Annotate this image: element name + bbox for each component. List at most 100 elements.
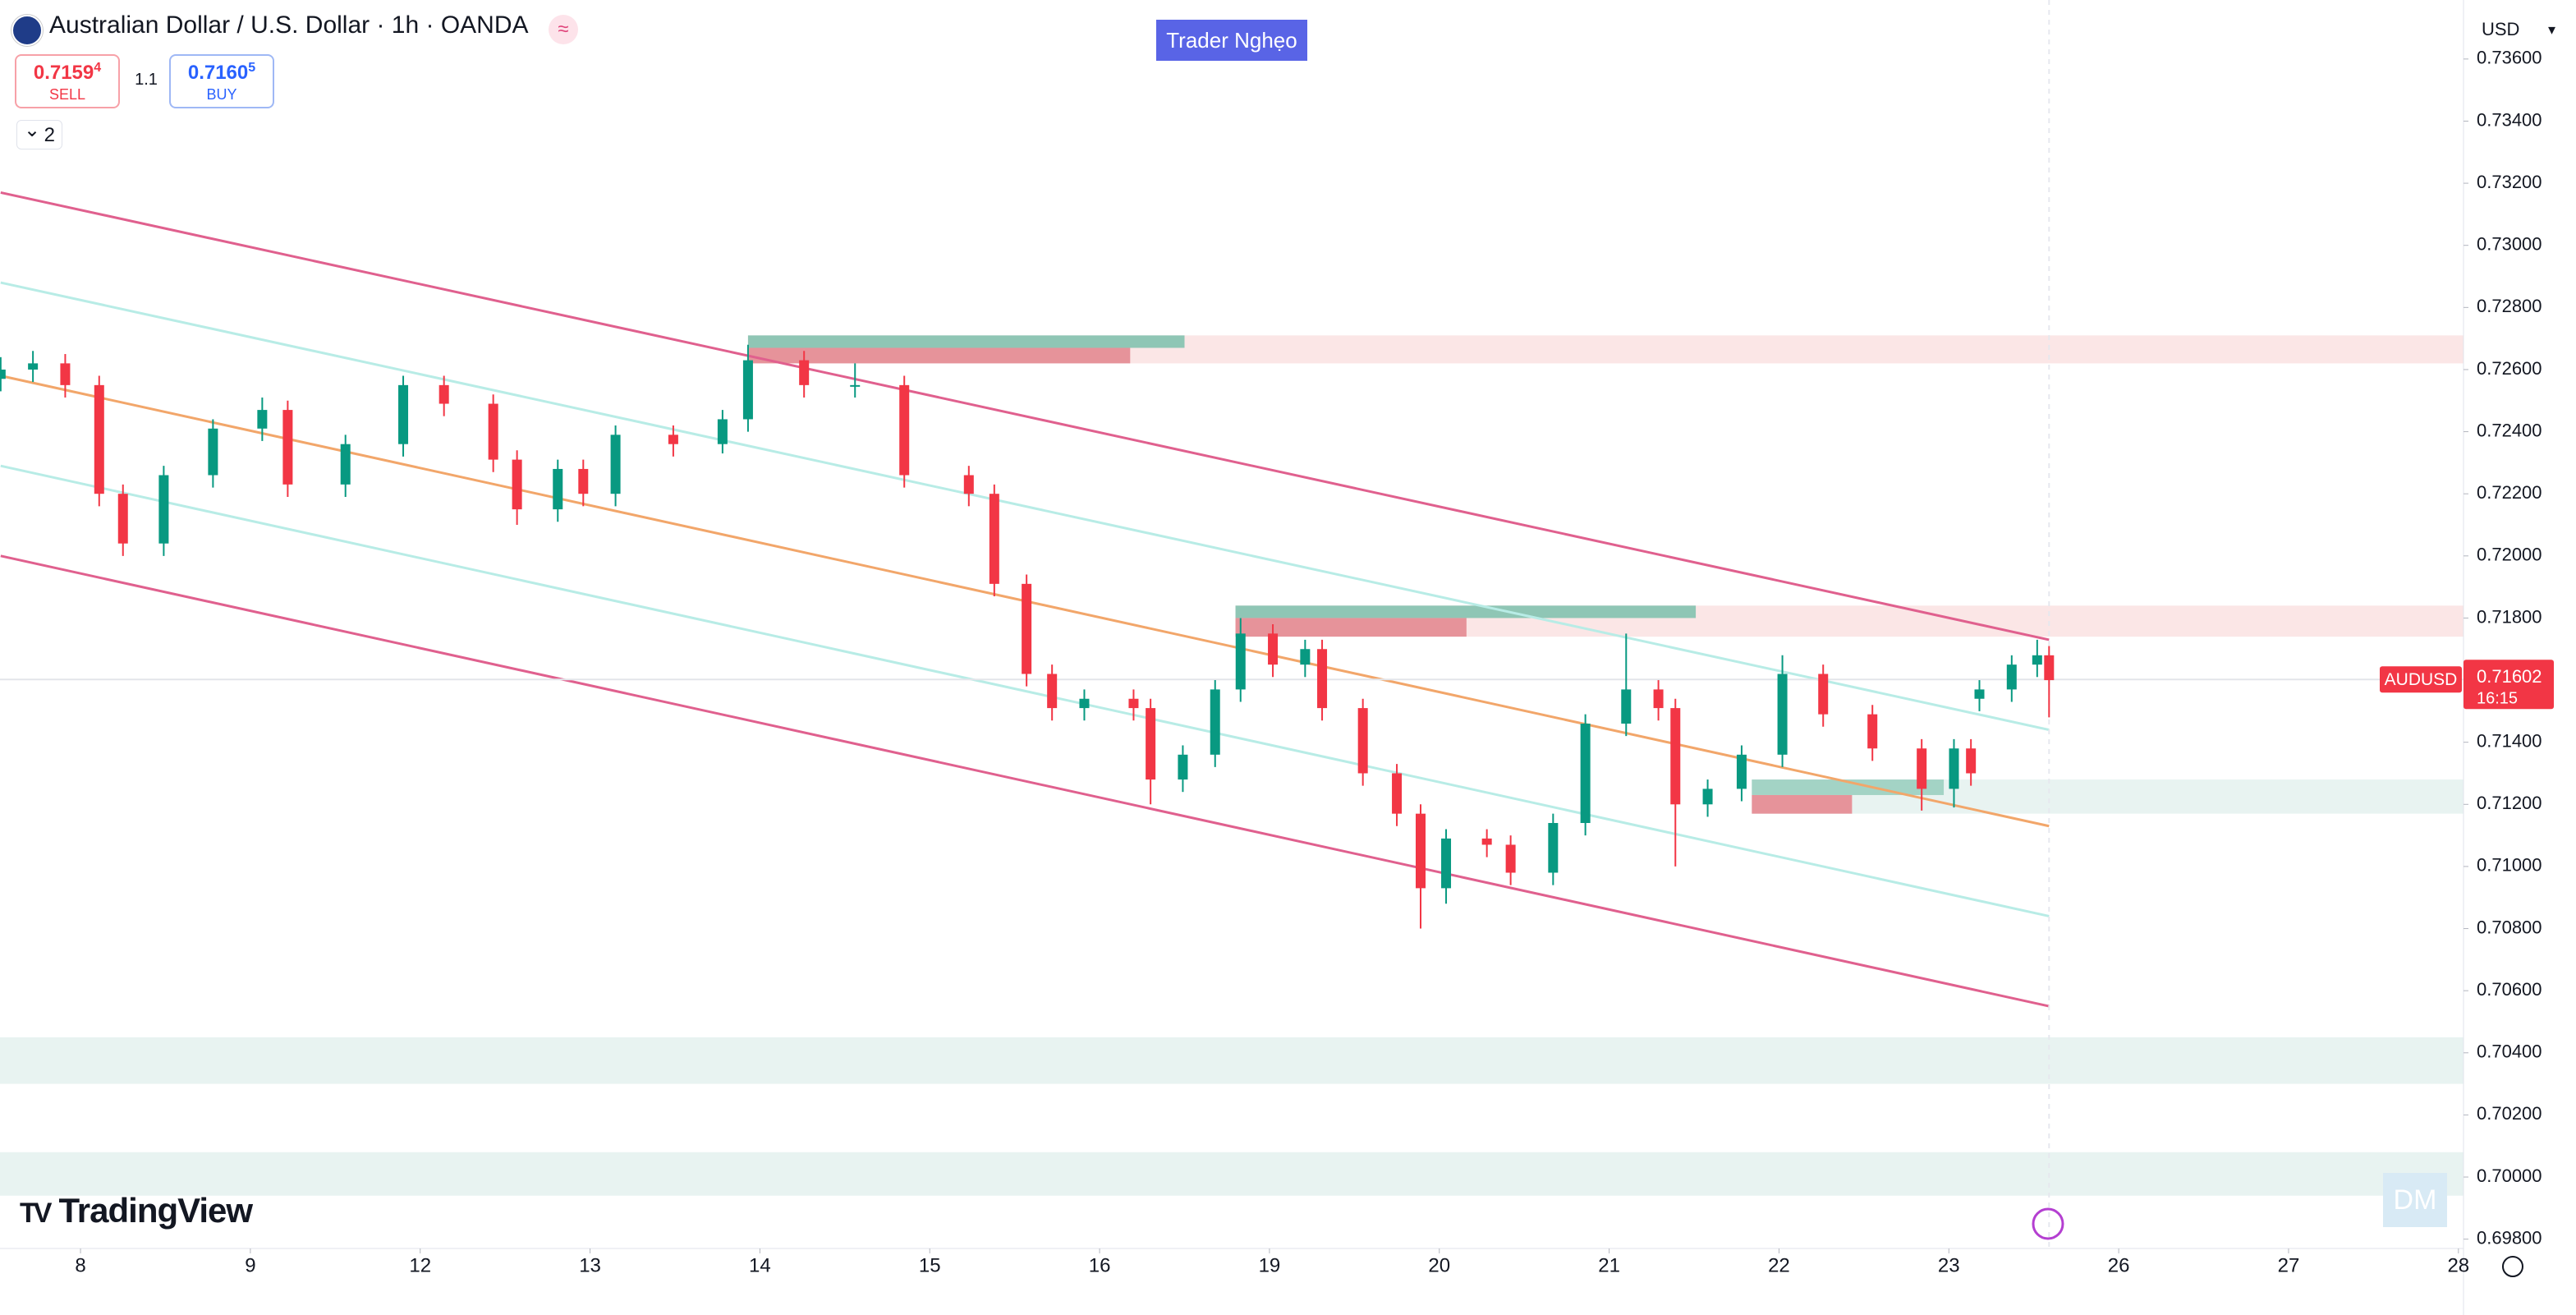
candle-body (2044, 655, 2055, 681)
sell-price-main: 0.7159 (33, 62, 94, 84)
candle-body (1235, 633, 1246, 690)
status-icon[interactable]: ≈ (549, 15, 578, 44)
candle-body (717, 419, 728, 444)
last-price-box (2464, 660, 2554, 710)
candle-body (2032, 655, 2042, 665)
indicator-toggle[interactable]: 2 (16, 116, 62, 149)
x-tick-label: 28 (2447, 1254, 2469, 1276)
sell-button[interactable]: 0.71594 SELL (15, 54, 120, 108)
x-tick-label: 15 (919, 1254, 941, 1276)
corner-badge: DM (2383, 1173, 2447, 1227)
y-tick-label: 0.69800 (2477, 1227, 2542, 1248)
candle-body (1621, 689, 1632, 724)
candle-body (1818, 674, 1829, 715)
y-tick-label: 0.70400 (2477, 1041, 2542, 1062)
candle-body (963, 475, 974, 494)
candle-body (1079, 698, 1090, 709)
trend-line (0, 281, 2050, 732)
y-tick-label: 0.70200 (2477, 1103, 2542, 1124)
candle-body (158, 475, 169, 544)
author-badge: Trader Nghẹo (1156, 20, 1307, 61)
candle-body (1416, 813, 1426, 889)
candle-body (1146, 708, 1156, 780)
x-tick-label: 8 (75, 1254, 85, 1276)
candle-body (512, 459, 522, 510)
x-tick-label: 14 (749, 1254, 771, 1276)
y-tick-label: 0.72200 (2477, 482, 2542, 503)
candle-body (117, 494, 128, 544)
symbol-box (2380, 666, 2462, 693)
y-tick-label: 0.72800 (2477, 296, 2542, 316)
candle-body (1966, 748, 1977, 774)
candle-body (1317, 649, 1328, 709)
candle-body (742, 360, 753, 420)
candle-body (1441, 838, 1452, 889)
buy-price-pip: 5 (248, 61, 256, 75)
x-tick-label: 16 (1089, 1254, 1111, 1276)
candle-body (1736, 754, 1747, 789)
buy-price: 0.71605 (171, 61, 273, 85)
y-tick-label: 0.73000 (2477, 234, 2542, 255)
trend-line (0, 554, 2050, 1008)
candle-body (1580, 723, 1591, 823)
candle-body (1300, 649, 1311, 665)
x-tick-label: 23 (1938, 1254, 1960, 1276)
zone (747, 335, 1185, 348)
candle-body (1392, 773, 1403, 814)
y-tick-label: 0.73400 (2477, 109, 2542, 130)
trend-line (0, 191, 2050, 641)
candle-body (1653, 689, 1664, 709)
candle-body (257, 410, 268, 429)
candle-body (1357, 708, 1368, 774)
candle-body (1702, 789, 1713, 805)
x-tick-label: 20 (1428, 1254, 1450, 1276)
y-tick-label: 0.71200 (2477, 793, 2542, 813)
candle-body (1670, 708, 1681, 805)
chart-title[interactable]: Australian Dollar / U.S. Dollar · 1h · O… (49, 11, 529, 39)
x-tick-label: 13 (579, 1254, 601, 1276)
candle-body (0, 369, 6, 379)
y-tick-label: 0.73600 (2477, 48, 2542, 68)
candle-body (989, 494, 999, 584)
candle-body (208, 428, 218, 476)
candle-body (398, 384, 409, 444)
candle-body (94, 384, 104, 494)
y-tick-label: 0.72600 (2477, 358, 2542, 379)
candle-body (1178, 754, 1188, 780)
candle-body (1949, 748, 1959, 789)
candle-body (850, 384, 861, 387)
candle-body (340, 444, 351, 485)
candle-body (1917, 748, 1927, 789)
candle-body (60, 363, 71, 385)
x-tick-label: 21 (1598, 1254, 1620, 1276)
y-tick-label: 0.70000 (2477, 1166, 2542, 1186)
candle-body (578, 468, 589, 494)
buy-button[interactable]: 0.71605 BUY (169, 54, 274, 108)
zone (0, 1152, 2464, 1196)
candle-body (799, 360, 810, 385)
x-tick-label: 19 (1259, 1254, 1281, 1276)
symbol-label: AUDUSD (2385, 670, 2458, 689)
candle-body (668, 435, 678, 444)
currency-select[interactable]: USD (2472, 15, 2562, 44)
candle-body (282, 410, 293, 485)
sell-label: SELL (48, 86, 86, 103)
candle-body (1867, 714, 1878, 749)
candle-body (28, 363, 39, 370)
sell-price: 0.71594 (16, 61, 118, 85)
candle-body (1777, 674, 1788, 755)
candle-body (1481, 838, 1492, 845)
price-axis (2464, 0, 2576, 1315)
y-tick-label: 0.71400 (2477, 730, 2542, 751)
zone (1235, 618, 1467, 637)
x-tick-label: 22 (1768, 1254, 1790, 1276)
candle-body (1548, 822, 1559, 873)
last-price-label: 0.71602 (2477, 666, 2542, 687)
candle-body (553, 468, 563, 510)
spread: 1.1 (135, 71, 158, 89)
y-tick-label: 0.71000 (2477, 855, 2542, 876)
buy-label: BUY (206, 86, 237, 103)
candle-body (1268, 633, 1279, 665)
candle-body (488, 403, 498, 460)
